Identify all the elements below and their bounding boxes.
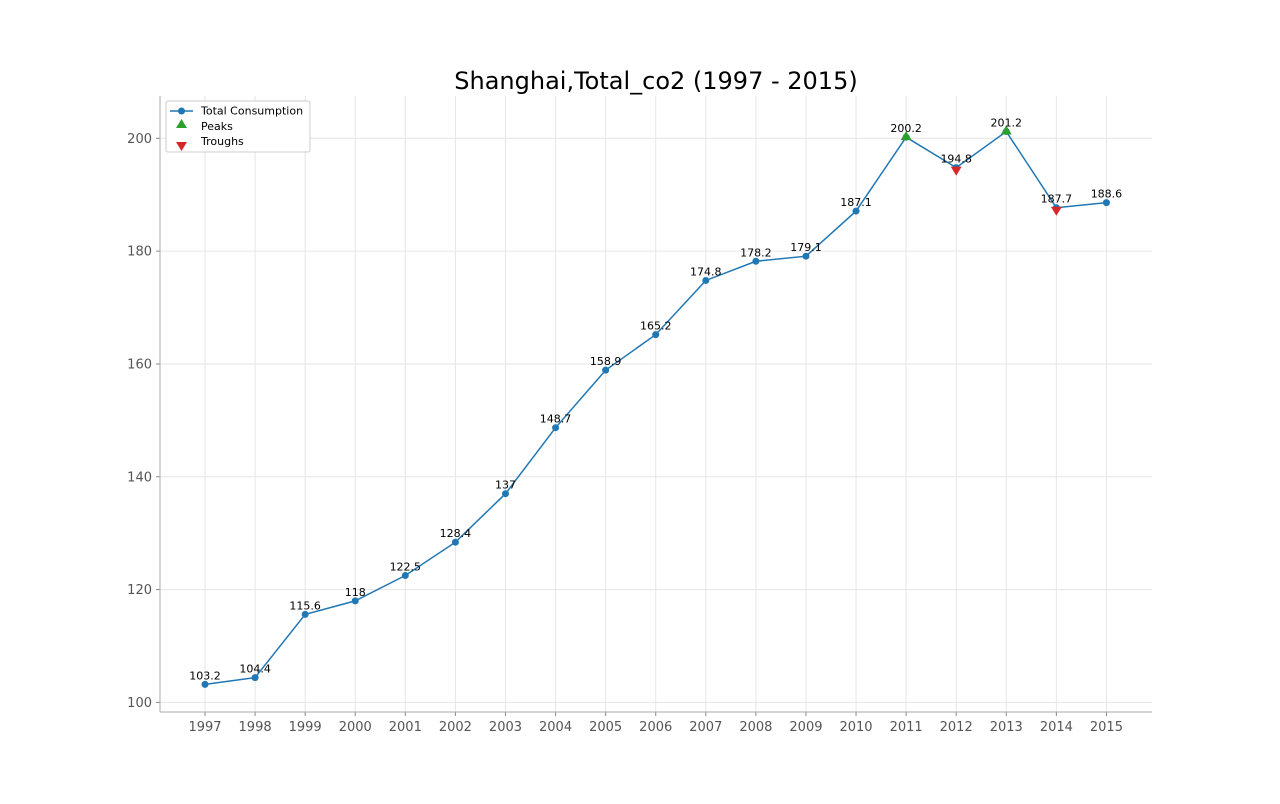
y-tick-label: 160: [127, 357, 152, 372]
x-tick-label: 2004: [539, 720, 572, 735]
data-point: [451, 538, 459, 546]
data-label: 158.9: [590, 355, 622, 368]
data-label: 137: [495, 479, 516, 492]
data-label: 148.7: [540, 413, 572, 426]
legend-box: [165, 100, 311, 153]
data-label: 194.8: [940, 153, 972, 166]
x-tick-label: 2003: [489, 720, 522, 735]
legend-label-series: Total Consumption: [200, 105, 303, 118]
x-tick-label: 2000: [339, 720, 372, 735]
data-label: 188.6: [1091, 188, 1123, 201]
axes: 1997 1998 1999 2000 2001 2002 2003 2004 2005 2006…: [127, 96, 1152, 735]
x-tick-label: 2009: [789, 720, 822, 735]
legend-peak-marker: [176, 119, 187, 128]
trough-marker: [950, 166, 962, 176]
x-tick-label: 2015: [1090, 720, 1123, 735]
data-label: 174.8: [690, 265, 722, 278]
x-tick-label: 2010: [839, 720, 872, 735]
data-label: 122.5: [390, 560, 422, 573]
data-point: [301, 610, 309, 618]
x-tick-label: 2014: [1040, 720, 1073, 735]
peak-trough-markers: [900, 125, 1062, 216]
data-point: [351, 597, 359, 605]
legend-label-troughs: Troughs: [200, 135, 244, 148]
data-point: [552, 424, 560, 432]
data-label: 118: [345, 586, 366, 599]
data-label: 179.1: [790, 241, 822, 254]
data-labels: 103.2 104.4 115.6 118 122.5 128.4 137 148.7 158.…: [189, 117, 1122, 683]
data-point: [602, 366, 610, 374]
legend: Total Consumption Peaks Troughs: [165, 100, 311, 153]
data-point: [1102, 199, 1110, 207]
data-point: [201, 680, 209, 688]
data-label: 187.1: [840, 196, 872, 209]
y-tick-label: 120: [127, 583, 152, 598]
data-label: 115.6: [289, 599, 321, 612]
data-label: 187.7: [1041, 193, 1073, 206]
x-tick-label: 2006: [639, 720, 672, 735]
data-label: 200.2: [890, 122, 922, 135]
data-point: [802, 252, 810, 260]
y-tick-label: 200: [127, 132, 152, 147]
x-tick-label: 2012: [940, 720, 973, 735]
x-tick-label: 1998: [239, 720, 272, 735]
x-tick-label: 2013: [990, 720, 1023, 735]
peak-marker: [1000, 125, 1012, 135]
data-point: [251, 674, 259, 682]
x-tick-label: 1997: [188, 720, 221, 735]
data-point: [501, 490, 509, 498]
chart-title: Shanghai,Total_co2 (1997 - 2015): [454, 67, 857, 95]
legend-line-marker: [178, 107, 185, 115]
x-tick-label: 2008: [739, 720, 772, 735]
y-tick-label: 180: [127, 245, 152, 260]
x-tick-label: 2001: [389, 720, 422, 735]
data-point: [652, 331, 660, 339]
data-label: 104.4: [239, 663, 271, 676]
legend-label-peaks: Peaks: [201, 120, 233, 133]
legend-trough-marker: [176, 142, 187, 151]
grid-lines: [160, 96, 1152, 712]
data-label: 178.2: [740, 246, 772, 259]
data-point: [752, 257, 760, 265]
y-tick-label: 140: [127, 470, 152, 485]
data-label: 103.2: [189, 669, 221, 682]
data-point: [852, 207, 860, 215]
x-tick-label: 1999: [289, 720, 322, 735]
x-tick-label: 2002: [439, 720, 472, 735]
trough-marker: [1050, 206, 1062, 216]
x-tick-label: 2005: [589, 720, 622, 735]
data-point: [702, 276, 710, 284]
data-label: 165.2: [640, 320, 672, 333]
y-tick-label: 100: [127, 696, 152, 711]
x-tick-label: 2007: [689, 720, 722, 735]
x-tick-label: 2011: [890, 720, 923, 735]
data-label: 128.4: [440, 527, 472, 540]
peak-marker: [900, 131, 912, 141]
data-point: [401, 571, 409, 579]
data-label: 201.2: [991, 117, 1023, 130]
